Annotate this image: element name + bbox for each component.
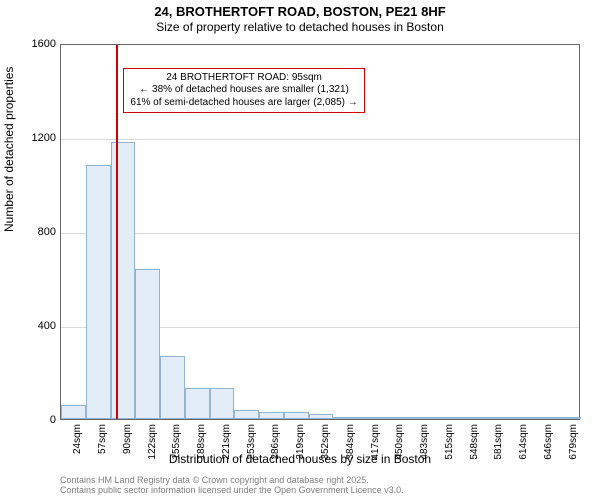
histogram-bar: [86, 165, 111, 419]
histogram-bar: [408, 417, 433, 419]
histogram-bar: [259, 412, 284, 419]
histogram-bar: [358, 417, 383, 419]
chart-plot-area: 24 BROTHERTOFT ROAD: 95sqm← 38% of detac…: [60, 44, 580, 420]
attribution-footer: Contains HM Land Registry data © Crown c…: [60, 476, 404, 496]
annotation-line3: 61% of semi-detached houses are larger (…: [130, 97, 357, 110]
footer-line2: Contains public sector information licen…: [60, 486, 404, 496]
gridline: [61, 233, 579, 234]
histogram-bar: [135, 269, 160, 419]
annotation-line1: 24 BROTHERTOFT ROAD: 95sqm: [130, 72, 357, 85]
histogram-bar: [61, 405, 86, 419]
histogram-bar: [383, 417, 408, 419]
histogram-bar: [531, 417, 556, 419]
histogram-bar: [234, 410, 259, 419]
chart-title-line2: Size of property relative to detached ho…: [0, 20, 600, 34]
histogram-bar: [457, 417, 482, 419]
histogram-bar: [185, 388, 210, 419]
gridline: [61, 139, 579, 140]
histogram-bar: [160, 356, 185, 419]
histogram-bar: [507, 417, 532, 419]
histogram-bar: [482, 417, 507, 419]
y-tick-label: 400: [16, 320, 56, 332]
histogram-bar: [432, 417, 457, 419]
property-marker-line: [116, 45, 118, 419]
histogram-bar: [556, 417, 581, 419]
chart-title-line1: 24, BROTHERTOFT ROAD, BOSTON, PE21 8HF: [0, 4, 600, 20]
histogram-bar: [210, 388, 235, 419]
x-axis-label: Distribution of detached houses by size …: [0, 452, 600, 466]
histogram-bar: [309, 414, 334, 419]
y-tick-label: 800: [16, 226, 56, 238]
y-tick-label: 1600: [16, 38, 56, 50]
y-tick-label: 0: [16, 414, 56, 426]
y-tick-label: 1200: [16, 132, 56, 144]
histogram-bar: [111, 142, 136, 419]
annotation-callout: 24 BROTHERTOFT ROAD: 95sqm← 38% of detac…: [123, 68, 364, 114]
histogram-bar: [284, 412, 309, 419]
y-axis-label: Number of detached properties: [2, 67, 16, 232]
histogram-bar: [333, 417, 358, 419]
annotation-line2: ← 38% of detached houses are smaller (1,…: [130, 84, 357, 97]
